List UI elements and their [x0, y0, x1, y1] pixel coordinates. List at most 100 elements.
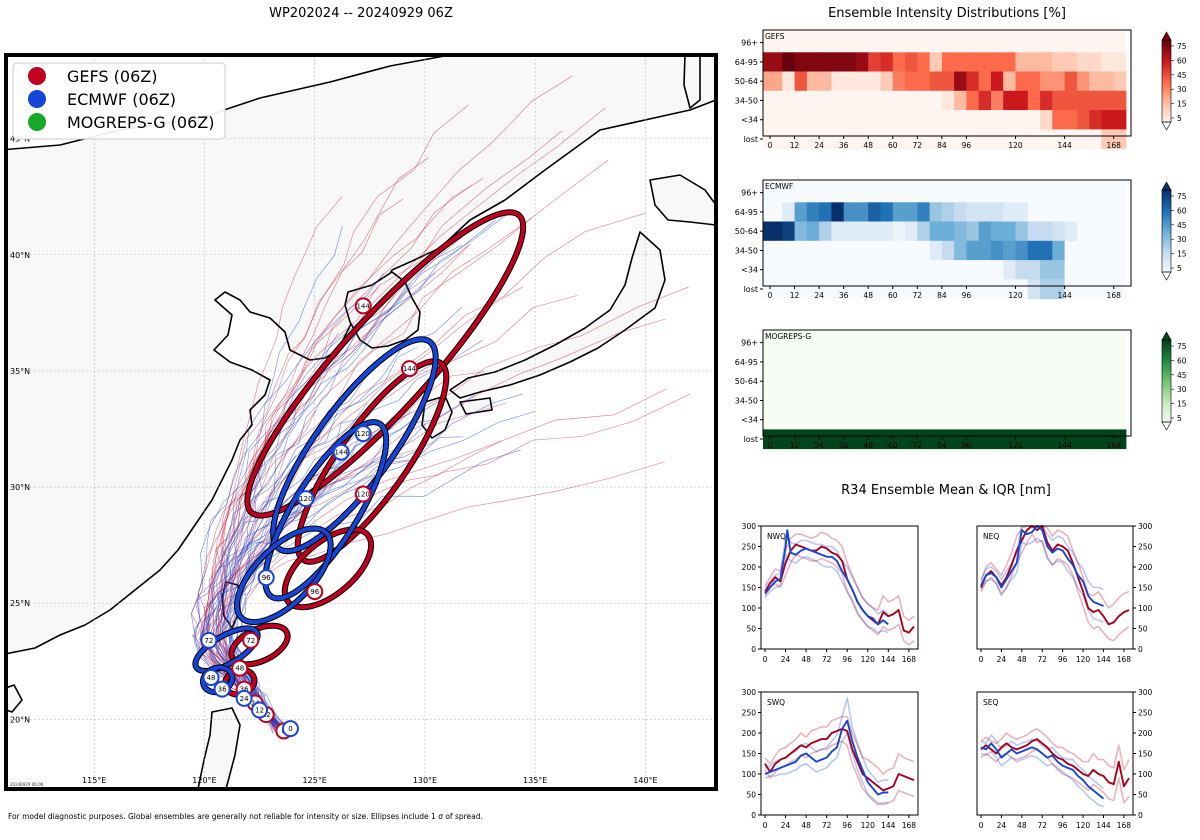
- heatmap-cell: [763, 129, 783, 150]
- x-tick-label: 60: [888, 291, 898, 300]
- heatmap-cell: [1015, 30, 1029, 53]
- colorbar-bottom-arrow: [1161, 421, 1172, 431]
- y-tick-label: 200: [1138, 563, 1153, 572]
- colorbar-step: [1162, 103, 1171, 106]
- heatmap-cell: [806, 410, 820, 430]
- heatmap-cell: [806, 52, 820, 72]
- colorbar-step: [1162, 200, 1171, 203]
- heatmap-cell: [917, 429, 930, 450]
- map-frame: [4, 53, 718, 791]
- heatmap-cell: [855, 30, 869, 53]
- heatmap-cell: [1027, 429, 1041, 450]
- heatmap-cell: [1076, 279, 1090, 300]
- heatmap-cell: [954, 129, 967, 150]
- heatmap-cell: [1113, 71, 1127, 92]
- heatmap-cell: [905, 30, 918, 53]
- heatmap-cell: [868, 180, 881, 203]
- x-tick-label: 144: [1057, 291, 1072, 300]
- heatmap-cell: [905, 240, 918, 261]
- heatmap-cell: [831, 410, 845, 430]
- colorbar-step: [1162, 83, 1171, 86]
- heatmap-cell: [1052, 330, 1065, 353]
- heatmap-cell: [880, 410, 894, 430]
- colorbar-step: [1162, 68, 1171, 72]
- colorbar-step: [1162, 249, 1171, 252]
- heatmap-cell: [1076, 352, 1090, 372]
- x-tick-label: 168: [1107, 441, 1122, 450]
- heatmap-cell: [1003, 279, 1016, 300]
- heatmap-cell: [782, 330, 795, 353]
- heatmap-cell: [806, 352, 820, 372]
- x-tick-label: 60: [888, 441, 898, 450]
- y-tick-label: 50: [746, 625, 756, 634]
- colorbar-tick-label: 75: [1177, 342, 1187, 351]
- heatmap-cell: [1113, 330, 1127, 353]
- heatmap-cell: [819, 90, 832, 111]
- heatmap-cell: [1101, 52, 1115, 72]
- heatmap-cell: [1015, 129, 1029, 150]
- colorbar-step: [1162, 190, 1171, 193]
- heatmap-cell: [794, 390, 808, 411]
- ecmwf-iqr-line: [980, 537, 1104, 624]
- x-tick-label: 96: [1058, 821, 1068, 830]
- colorbar-step: [1162, 344, 1171, 347]
- colorbar-step: [1162, 111, 1171, 115]
- heatmap-cell: [917, 110, 930, 130]
- heatmap-cell: [1052, 240, 1065, 261]
- heatmap-cell: [1076, 429, 1090, 450]
- heatmap-cell: [1089, 221, 1102, 242]
- gefs_track-hour-marker: [401, 360, 419, 378]
- heatmap-cell: [806, 279, 820, 300]
- heatmap-cell: [1052, 110, 1065, 130]
- heatmap-cell: [1040, 429, 1053, 450]
- heatmap-cell: [1076, 30, 1090, 53]
- y-tick-label: 250: [1138, 543, 1153, 552]
- heatmap-cell: [892, 390, 906, 411]
- gefs-mean-line: [764, 727, 915, 792]
- heatmap-cell: [1027, 240, 1041, 261]
- heatmap-cell: [905, 260, 918, 280]
- heatmap-cell: [794, 180, 808, 203]
- heatmap-cell: [843, 330, 857, 353]
- heatmap-cell: [1052, 429, 1065, 450]
- heatmap-cell: [1027, 279, 1041, 300]
- ecmwf_track-hour-marker: [251, 701, 269, 719]
- colorbar-step: [1162, 93, 1171, 96]
- heatmap-cell: [1052, 90, 1065, 111]
- r34-panel-swq: SWQ 0 24 48 72 96 120 144 168 0 50 100 150 200 250 300: [742, 688, 919, 830]
- heatmap-cell: [868, 429, 881, 450]
- ecmwf_track-hour-marker: [257, 569, 275, 587]
- heatmap-cell: [1015, 371, 1029, 392]
- forecast-hour-markers: 0122436487296120144144012243648729612014…: [200, 297, 419, 740]
- heatmap-cell: [1003, 429, 1016, 450]
- heatmap-cell: [806, 429, 820, 450]
- heatmap-cell: [1089, 410, 1102, 430]
- colorbar-step: [1162, 48, 1171, 51]
- heatmap-cell: [843, 390, 857, 411]
- x-tick-label: 144: [1096, 821, 1111, 830]
- colorbar-step: [1162, 415, 1171, 419]
- heatmap-cell: [917, 279, 930, 300]
- heatmap-cell: [819, 71, 832, 92]
- colorbar-step: [1162, 228, 1171, 232]
- y-tick-label: 250: [1138, 709, 1153, 718]
- colorbar-step: [1162, 346, 1171, 349]
- colorbar-step: [1162, 202, 1171, 205]
- heatmap-cell: [855, 279, 869, 300]
- colorbar-step: [1162, 194, 1171, 197]
- colorbar-step: [1162, 218, 1171, 222]
- heatmap-cell: [763, 371, 783, 392]
- colorbar-step: [1162, 366, 1171, 370]
- heatmap-cell: [929, 352, 943, 372]
- colorbar-step: [1162, 265, 1171, 269]
- colorbar-step: [1162, 208, 1171, 211]
- heatmap-cell: [843, 279, 857, 300]
- heatmap-cell: [991, 71, 1004, 92]
- heatmap-cell: [966, 90, 980, 111]
- heatmap-cell: [1089, 429, 1102, 450]
- heatmap-cell: [819, 352, 832, 372]
- heatmap-cell: [1003, 371, 1016, 392]
- colorbar-step: [1162, 342, 1171, 345]
- heatmap-cell: [782, 260, 795, 280]
